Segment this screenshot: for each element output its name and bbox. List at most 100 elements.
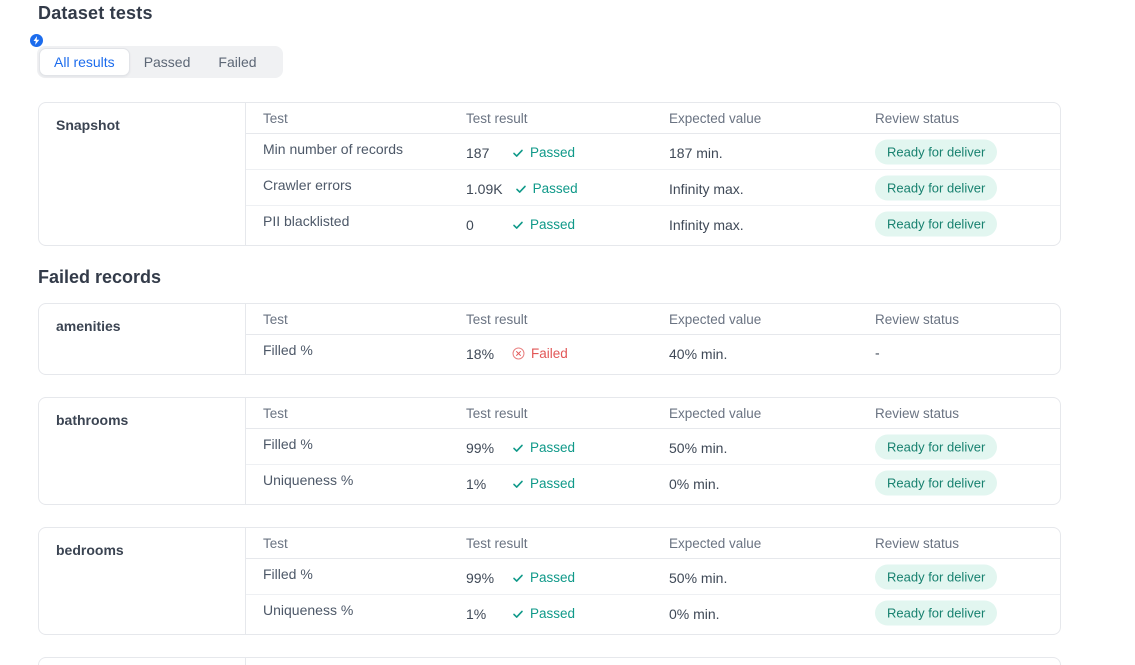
expected-value: 187 min. (669, 144, 723, 161)
test-name: PII blacklisted (263, 212, 350, 229)
test-result-value: 99% (466, 569, 495, 586)
test-result-value: 99% (466, 439, 495, 456)
tab-passed[interactable]: Passed (130, 48, 205, 76)
test-card: bedrooms Test Test result Expected value… (38, 527, 1061, 635)
table-header-row: Test Test result Expected value Review s… (246, 304, 1060, 335)
test-status-label: Passed (530, 145, 576, 160)
test-result-cell: 18% Failed (449, 346, 652, 362)
table-header-row: Test Test result Expected value Review s… (246, 398, 1060, 429)
table-body: Min number of records 187 Passed 187 min… (246, 134, 1060, 241)
tab-all-results[interactable]: All results (39, 48, 130, 76)
test-status-label: Passed (530, 570, 576, 585)
test-row: Min number of records 187 Passed 187 min… (246, 134, 1060, 169)
check-icon (512, 219, 524, 231)
test-result-value: 1% (466, 605, 487, 622)
expected-value: Infinity max. (669, 216, 744, 233)
review-status: Ready for deliver (858, 211, 1060, 237)
column-header-expected-value: Expected value (669, 311, 762, 327)
review-status-badge: Ready for deliver (875, 139, 998, 165)
review-status-empty: - (875, 344, 880, 360)
test-status-label: Passed (530, 217, 576, 232)
test-status-label: Passed (530, 606, 576, 621)
page-title: Dataset tests (38, 3, 153, 23)
table-body: Filled % 99% Passed 50% min. Ready for d… (246, 429, 1060, 500)
partial-card (38, 657, 1061, 665)
test-status: Passed (512, 440, 575, 455)
card-table: Test Test result Expected value Review s… (246, 304, 1060, 374)
test-name: Min number of records (263, 140, 404, 157)
test-result-value: 1.09K (466, 180, 503, 197)
test-result-cell: 99% Passed (449, 440, 652, 456)
review-status: Ready for deliver (858, 175, 1060, 201)
test-name: Uniqueness % (263, 471, 354, 488)
review-status-badge: Ready for deliver (875, 564, 998, 590)
test-status-label: Passed (530, 476, 576, 491)
lightning-bolt-icon[interactable] (30, 34, 43, 47)
review-status: - (858, 344, 1060, 362)
column-header-review-status: Review status (875, 535, 960, 551)
test-result-cell: 187 Passed (449, 145, 652, 161)
column-header-expected-value: Expected value (669, 110, 762, 126)
test-status: Passed (512, 217, 575, 232)
partial-card-divider (245, 658, 246, 665)
test-result-value: 1% (466, 475, 487, 492)
table-body: Filled % 18% Failed 40% min. - (246, 335, 1060, 370)
column-header-expected-value: Expected value (669, 535, 762, 551)
test-status: Passed (512, 476, 575, 491)
test-status: Passed (512, 570, 575, 585)
expected-value: Infinity max. (669, 180, 744, 197)
test-status: Failed (512, 346, 568, 361)
test-row: Crawler errors 1.09K Passed Infinity max… (246, 169, 1060, 205)
column-header-expected-value: Expected value (669, 405, 762, 421)
card-left-column: bedrooms (39, 528, 246, 634)
review-status-badge: Ready for deliver (875, 600, 998, 626)
column-header-test-result: Test result (466, 535, 528, 551)
card-left-column: amenities (39, 304, 246, 374)
tab-failed[interactable]: Failed (204, 48, 270, 76)
test-status-label: Failed (531, 346, 568, 361)
expected-value: 0% min. (669, 475, 720, 492)
test-name: Filled % (263, 341, 313, 358)
test-result-cell: 1% Passed (449, 606, 652, 622)
review-status-badge: Ready for deliver (875, 434, 998, 460)
column-header-review-status: Review status (875, 311, 960, 327)
column-header-review-status: Review status (875, 405, 960, 421)
test-row: Filled % 99% Passed 50% min. Ready for d… (246, 429, 1060, 464)
check-icon (512, 442, 524, 454)
test-result-cell: 0 Passed (449, 217, 652, 233)
test-row: Uniqueness % 1% Passed 0% min. Ready for… (246, 594, 1060, 630)
card-left-column: bathrooms (39, 398, 246, 504)
test-result-cell: 1% Passed (449, 476, 652, 492)
check-icon (512, 478, 524, 490)
test-name: Filled % (263, 435, 313, 452)
test-result-value: 0 (466, 216, 474, 233)
review-status-badge: Ready for deliver (875, 470, 998, 496)
card-table: Test Test result Expected value Review s… (246, 103, 1060, 245)
column-header-test-result: Test result (466, 110, 528, 126)
test-card: Snapshot Test Test result Expected value… (38, 102, 1061, 246)
table-header-row: Test Test result Expected value Review s… (246, 103, 1060, 134)
card-entity-name: Snapshot (56, 117, 120, 133)
column-header-test: Test (263, 110, 288, 126)
test-sections: Snapshot Test Test result Expected value… (38, 102, 1061, 635)
check-icon (512, 147, 524, 159)
card-table: Test Test result Expected value Review s… (246, 398, 1060, 504)
test-row: Filled % 99% Passed 50% min. Ready for d… (246, 559, 1060, 594)
column-header-test-result: Test result (466, 405, 528, 421)
review-status: Ready for deliver (858, 470, 1060, 496)
test-row: PII blacklisted 0 Passed Infinity max. R… (246, 205, 1060, 241)
test-result-value: 187 (466, 144, 490, 161)
review-status: Ready for deliver (858, 600, 1060, 626)
column-header-test: Test (263, 535, 288, 551)
test-result-cell: 1.09K Passed (449, 181, 652, 197)
card-left-column: Snapshot (39, 103, 246, 245)
table-body: Filled % 99% Passed 50% min. Ready for d… (246, 559, 1060, 630)
test-result-cell: 99% Passed (449, 570, 652, 586)
check-icon (512, 572, 524, 584)
circle-x-icon (512, 347, 525, 360)
check-icon (512, 608, 524, 620)
test-status-label: Passed (532, 181, 578, 196)
test-status: Passed (515, 181, 578, 196)
expected-value: 0% min. (669, 605, 720, 622)
card-entity-name: bathrooms (56, 412, 129, 428)
